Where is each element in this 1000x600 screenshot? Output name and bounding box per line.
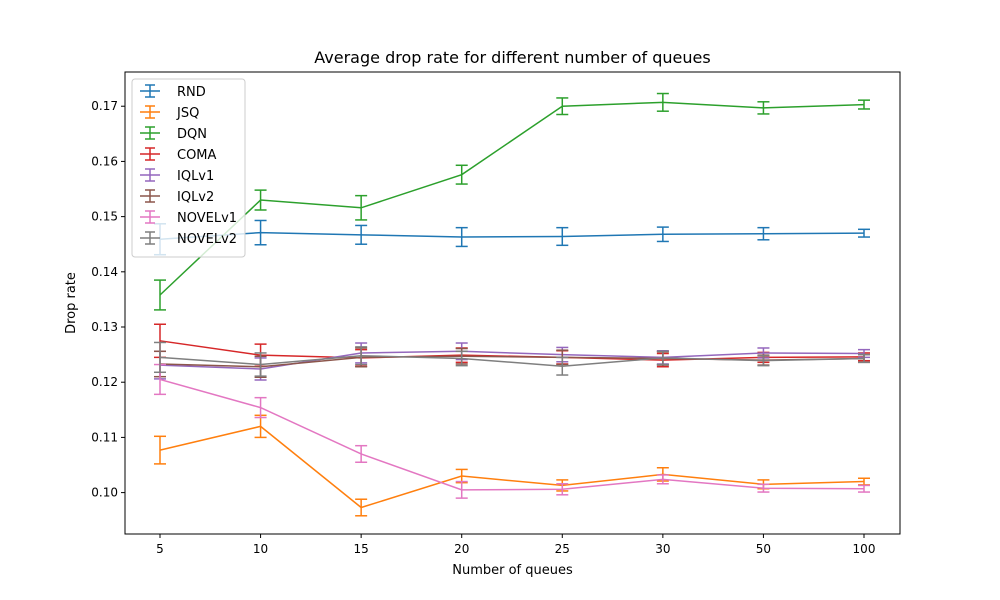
y-axis-label: Drop rate [64, 272, 79, 334]
y-tick-label: 0.12 [91, 375, 118, 389]
x-tick-label: 25 [555, 542, 570, 556]
x-axis-label: Number of queues [452, 563, 573, 578]
legend-item-iqlv1: IQLv1 [140, 168, 214, 184]
legend-item-coma: COMA [140, 147, 217, 163]
series-novelv1 [154, 363, 870, 499]
y-tick-label: 0.11 [91, 430, 118, 444]
plot-frame [124, 71, 901, 535]
legend-item-novelv1: NOVELv1 [140, 210, 237, 226]
series-line [159, 101, 865, 296]
x-tick-label: 5 [156, 542, 164, 556]
x-tick-label: 50 [756, 542, 771, 556]
series-line [159, 354, 865, 367]
legend-label: DQN [177, 127, 207, 142]
plot-area [125, 72, 900, 534]
legend-item-iqlv2: IQLv2 [140, 189, 214, 205]
series-layer [154, 92, 870, 517]
x-axis: 5 10 15 20 25 30 50 100 [156, 534, 875, 556]
y-tick-label: 0.10 [91, 486, 118, 500]
legend-item-jsq: JSQ [140, 105, 199, 121]
legend-label: IQLv1 [177, 169, 214, 184]
y-tick-label: 0.14 [91, 265, 118, 279]
y-tick-label: 0.16 [91, 154, 118, 168]
legend-label: JSQ [176, 106, 199, 121]
series-line [159, 231, 865, 240]
legend-label: NOVELv1 [177, 211, 237, 226]
x-tick-label: 10 [253, 542, 268, 556]
series-rnd [154, 219, 870, 256]
x-tick-label: 20 [454, 542, 469, 556]
legend-box [131, 78, 246, 258]
x-tick-label: 30 [655, 542, 670, 556]
y-axis: 0.10 0.11 0.12 0.13 0.14 0.15 0.16 0.17 [91, 99, 125, 500]
series-line [159, 425, 865, 509]
series-line [159, 378, 865, 491]
x-tick-label: 15 [354, 542, 369, 556]
y-tick-label: 0.17 [91, 99, 118, 113]
legend-label: NOVELv2 [177, 232, 237, 247]
series-novelv2 [154, 341, 870, 377]
series-jsq [154, 414, 870, 517]
legend-item-novelv2: NOVELv2 [140, 231, 237, 247]
y-tick-label: 0.13 [91, 320, 118, 334]
series-dqn [154, 92, 870, 311]
legend-label: COMA [177, 148, 217, 163]
legend-label: IQLv2 [177, 190, 214, 205]
legend-item-rnd: RND [140, 84, 206, 100]
legend-item-dqn: DQN [140, 126, 207, 142]
x-tick-label: 100 [853, 542, 876, 556]
y-tick-label: 0.15 [91, 210, 118, 224]
legend-label: RND [177, 85, 206, 100]
series-line [159, 350, 865, 370]
legend: RND JSQ DQN COMA IQLv1 IQLv2 NOVELv1 NOVELv2 [131, 78, 246, 258]
chart-title: Average drop rate for different number o… [314, 48, 710, 67]
